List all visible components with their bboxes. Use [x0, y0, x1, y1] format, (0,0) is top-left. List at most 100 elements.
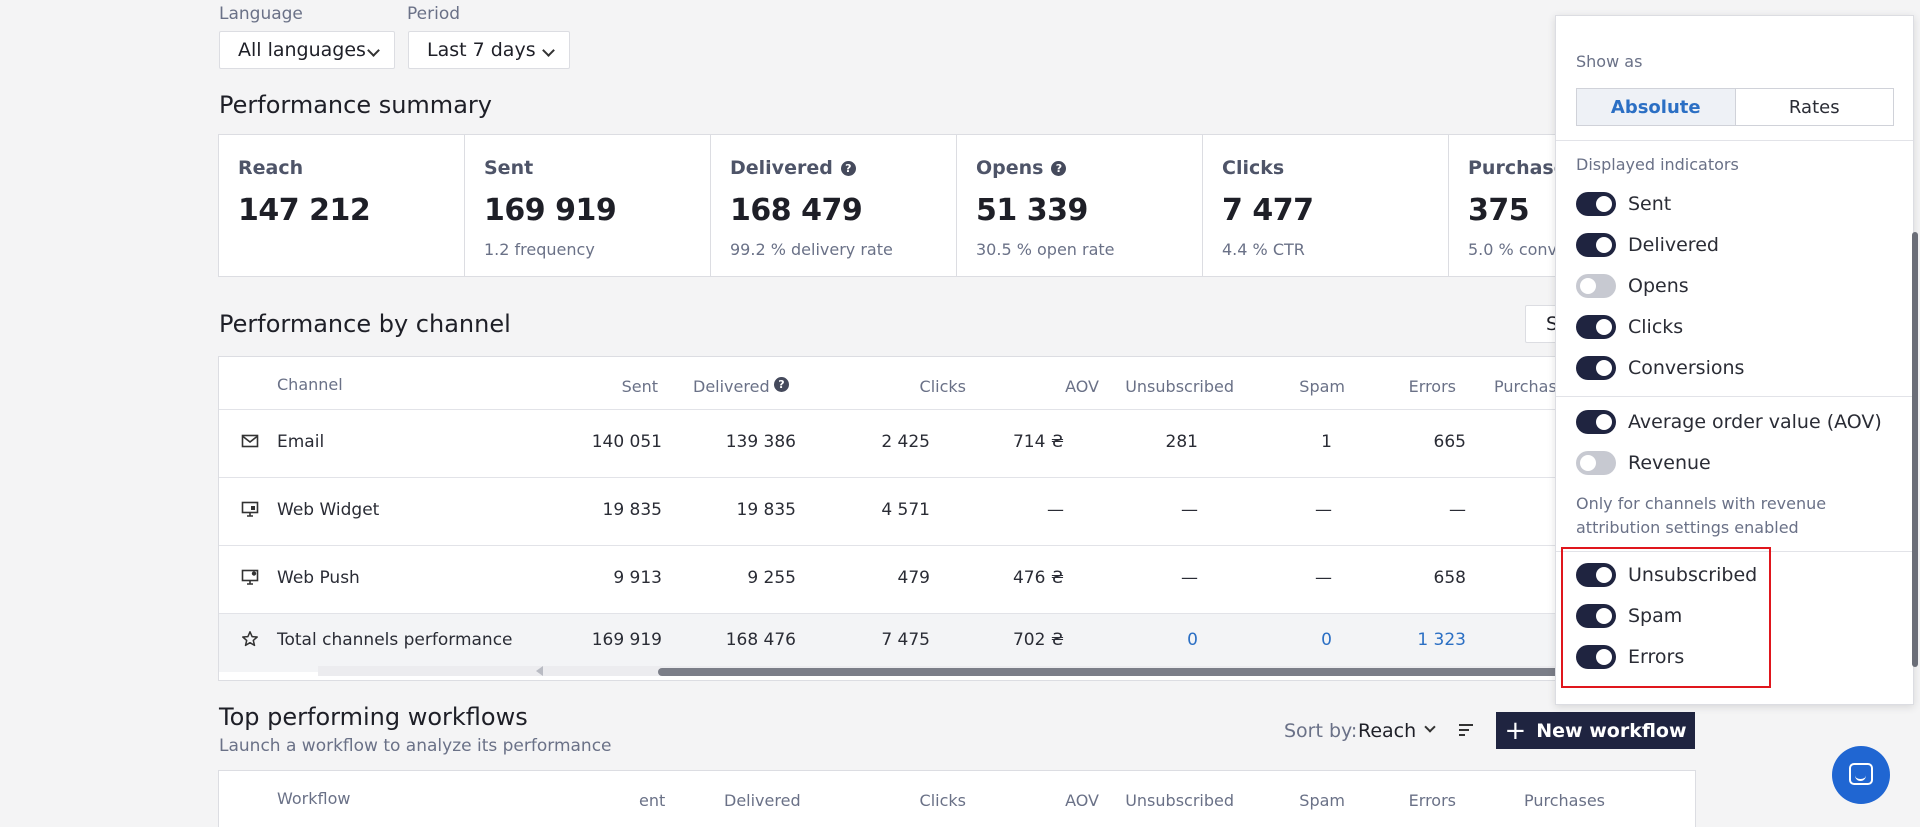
switch[interactable]: [1576, 451, 1616, 475]
toggle-conversions[interactable]: Conversions: [1576, 356, 1744, 380]
col-workflow: Workflow: [277, 789, 351, 808]
cell-aov: 714 ₴: [1012, 432, 1064, 452]
toggle-unsubscribed[interactable]: Unsubscribed: [1576, 563, 1757, 587]
switch[interactable]: [1576, 563, 1616, 587]
cell-aov: 476 ₴: [1012, 568, 1064, 588]
period-value: Last 7 days: [427, 39, 536, 61]
switch[interactable]: [1576, 233, 1616, 257]
card-value: 169 919: [484, 193, 617, 228]
toggle-label: Delivered: [1628, 234, 1719, 256]
cell-sent: 19 835: [602, 500, 662, 520]
show-as-toggle: Absolute Rates: [1576, 88, 1894, 126]
col-spam: Spam: [1299, 791, 1345, 810]
language-value: All languages: [238, 39, 366, 61]
divider: [1556, 396, 1913, 397]
col-aov: AOV: [1065, 791, 1099, 810]
language-label: Language: [219, 4, 303, 24]
card-title: Clicks: [1222, 157, 1285, 179]
sort-label: Sort by:: [1284, 720, 1358, 742]
switch[interactable]: [1576, 274, 1616, 298]
by-channel-title: Performance by channel: [219, 310, 511, 338]
card-subtext: 4.4 % CTR: [1222, 240, 1305, 259]
indicators-label: Displayed indicators: [1576, 155, 1739, 174]
cell-delivered: 139 386: [725, 432, 796, 452]
revenue-note: Only for channels with revenue attributi…: [1576, 494, 1827, 537]
table-row[interactable]: Email 140 051 139 386 2 425 714 ₴ 281 1 …: [219, 410, 1561, 478]
help-icon[interactable]: ?: [774, 377, 789, 392]
summary-card-clicks: Clicks 7 477 4.4 % CTR: [1203, 135, 1449, 276]
switch[interactable]: [1576, 356, 1616, 380]
col-unsubscribed: Unsubscribed: [1125, 791, 1234, 810]
card-value: 7 477: [1222, 193, 1314, 228]
summary-card-delivered: Delivered? 168 479 99.2 % delivery rate: [711, 135, 957, 276]
card-subtext: 30.5 % open rate: [976, 240, 1115, 259]
switch[interactable]: [1576, 604, 1616, 628]
language-dropdown[interactable]: All languages: [219, 31, 395, 69]
cell-delivered: 9 255: [747, 568, 796, 588]
sort-dropdown[interactable]: Reach: [1358, 720, 1417, 742]
toggle-aov[interactable]: Average order value (AOV): [1576, 410, 1882, 434]
monitor-icon: [241, 500, 259, 523]
card-value: 375: [1468, 193, 1530, 228]
channel-name: Web Push: [277, 568, 360, 588]
col-clicks: Clicks: [919, 791, 966, 810]
help-icon[interactable]: ?: [840, 160, 856, 176]
switch[interactable]: [1576, 410, 1616, 434]
divider: [1556, 551, 1913, 552]
col-errors: Errors: [1408, 377, 1456, 396]
toggle-label: Errors: [1628, 646, 1685, 668]
summary-card-sent: Sent 169 919 1.2 frequency: [465, 135, 711, 276]
workflows-title: Top performing workflows: [219, 703, 528, 731]
absolute-option[interactable]: Absolute: [1577, 89, 1736, 125]
cell-errors: —: [1449, 500, 1466, 520]
card-title: Delivered: [730, 157, 833, 179]
scroll-left-icon[interactable]: [536, 666, 543, 676]
table-row[interactable]: Web Widget 19 835 19 835 4 571 — — — —: [219, 478, 1561, 546]
toggle-opens[interactable]: Opens: [1576, 274, 1689, 298]
toggle-sent[interactable]: Sent: [1576, 192, 1671, 216]
toggle-label: Clicks: [1628, 316, 1684, 338]
sort-order-icon[interactable]: [1457, 721, 1475, 743]
card-title: Opens: [976, 157, 1044, 179]
card-value: 51 339: [976, 193, 1088, 228]
cell-sent: 9 913: [613, 568, 662, 588]
toggle-spam[interactable]: Spam: [1576, 604, 1682, 628]
horizontal-scrollbar-thumb[interactable]: [658, 668, 1562, 676]
cell-unsubscribed: —: [1181, 568, 1198, 588]
cell-sent: 169 919: [591, 630, 662, 650]
period-dropdown[interactable]: Last 7 days: [408, 31, 570, 69]
cell-clicks: 2 425: [881, 432, 930, 452]
help-icon[interactable]: ?: [1051, 160, 1067, 176]
chat-button[interactable]: [1832, 746, 1890, 804]
cell-sent: 140 051: [591, 432, 662, 452]
cell-clicks: 7 475: [881, 630, 930, 650]
toggle-delivered[interactable]: Delivered: [1576, 233, 1719, 257]
panel-scrollbar[interactable]: [1912, 232, 1918, 667]
col-purchases: Purchases: [1494, 377, 1561, 396]
cell-unsubscribed: 0: [1187, 630, 1198, 650]
rates-option[interactable]: Rates: [1788, 96, 1840, 118]
col-unsubscribed: Unsubscribed: [1125, 377, 1234, 396]
period-label: Period: [407, 4, 461, 24]
card-subtext: 99.2 % delivery rate: [730, 240, 893, 259]
summary-card-reach: Reach 147 212: [219, 135, 465, 276]
toggle-label: Revenue: [1628, 452, 1711, 474]
card-title: Sent: [484, 157, 534, 179]
table-header: Channel Sent Delivered ? Clicks AOV Unsu…: [219, 357, 1561, 410]
star-icon: [241, 630, 259, 653]
chevron-down-icon[interactable]: [1424, 721, 1436, 733]
cell-spam: 1: [1321, 432, 1332, 452]
new-workflow-button[interactable]: + New workflow: [1496, 712, 1695, 749]
switch[interactable]: [1576, 645, 1616, 669]
table-row[interactable]: Web Push 9 913 9 255 479 476 ₴ — — 658: [219, 546, 1561, 614]
channel-name: Web Widget: [277, 500, 380, 520]
toggle-errors[interactable]: Errors: [1576, 645, 1684, 669]
toggle-revenue[interactable]: Revenue: [1576, 451, 1711, 475]
toggle-clicks[interactable]: Clicks: [1576, 315, 1683, 339]
chevron-down-icon: [542, 44, 555, 57]
switch[interactable]: [1576, 315, 1616, 339]
col-sent: ent: [639, 791, 666, 810]
switch[interactable]: [1576, 192, 1616, 216]
col-clicks: Clicks: [919, 377, 966, 396]
col-sent: Sent: [621, 377, 658, 396]
